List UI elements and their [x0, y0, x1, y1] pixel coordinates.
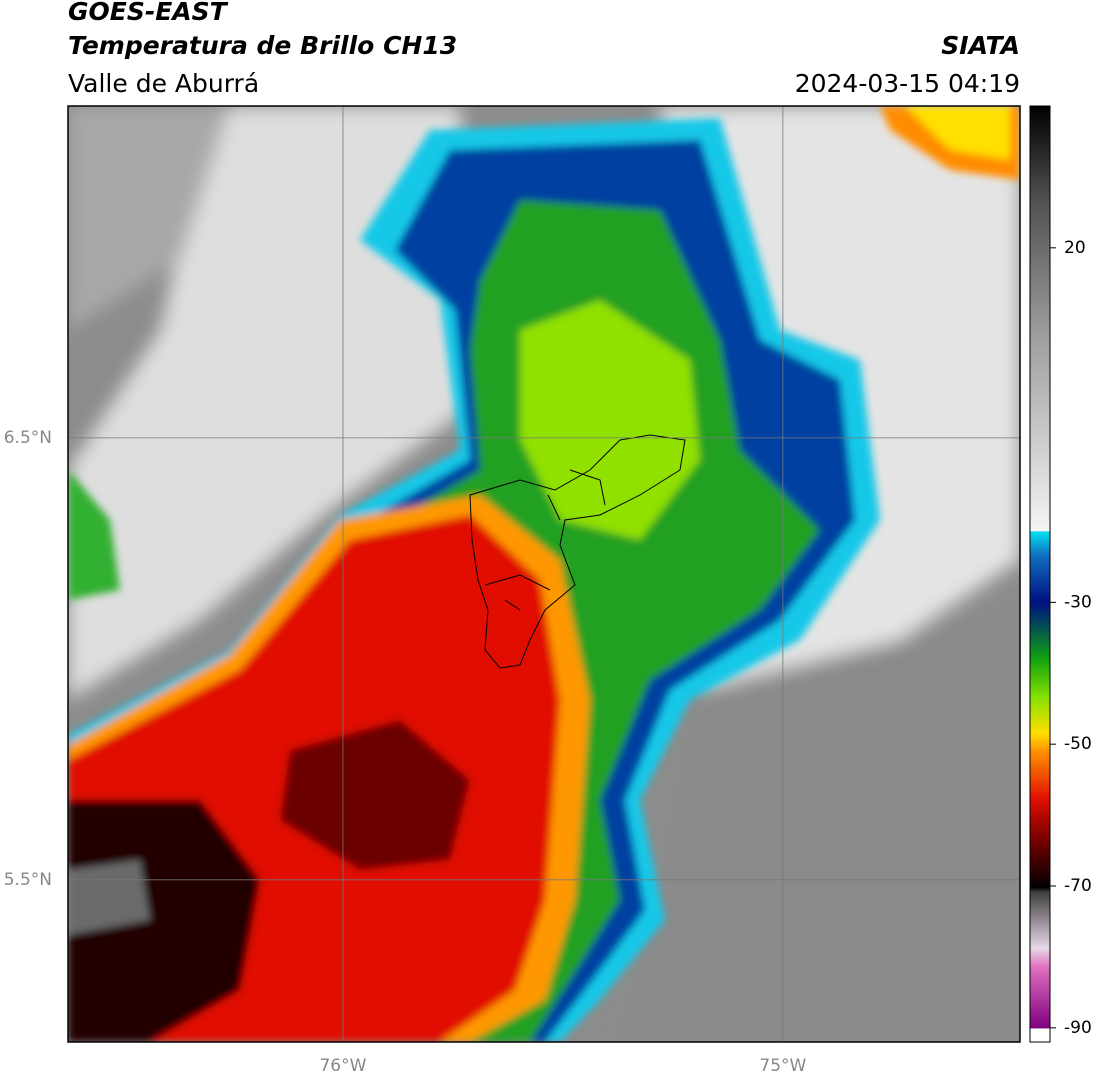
- satellite-image: [68, 106, 1020, 1042]
- lat-label: 6.5°N: [4, 428, 52, 448]
- lon-label: 76°W: [319, 1056, 366, 1076]
- colorbar-tick-label: -70: [1064, 876, 1092, 896]
- source: SIATA: [941, 31, 1020, 60]
- datetime: 2024-03-15 04:19: [795, 69, 1020, 98]
- colorbar-tick-label: -90: [1064, 1018, 1092, 1038]
- title: GOES-EAST: [68, 0, 229, 26]
- map-frame: [67, 105, 1021, 1043]
- lon-label: 75°W: [759, 1056, 806, 1076]
- colorbar-tick-label: -30: [1064, 592, 1092, 612]
- colorbar-tick-label: -50: [1064, 734, 1092, 754]
- region: Valle de Aburrá: [68, 69, 259, 98]
- lat-label: 5.5°N: [4, 870, 52, 890]
- subtitle: Temperatura de Brillo CH13: [68, 31, 457, 60]
- colorbar-tick-label: 20: [1064, 238, 1086, 258]
- colorbar: [1029, 105, 1051, 1043]
